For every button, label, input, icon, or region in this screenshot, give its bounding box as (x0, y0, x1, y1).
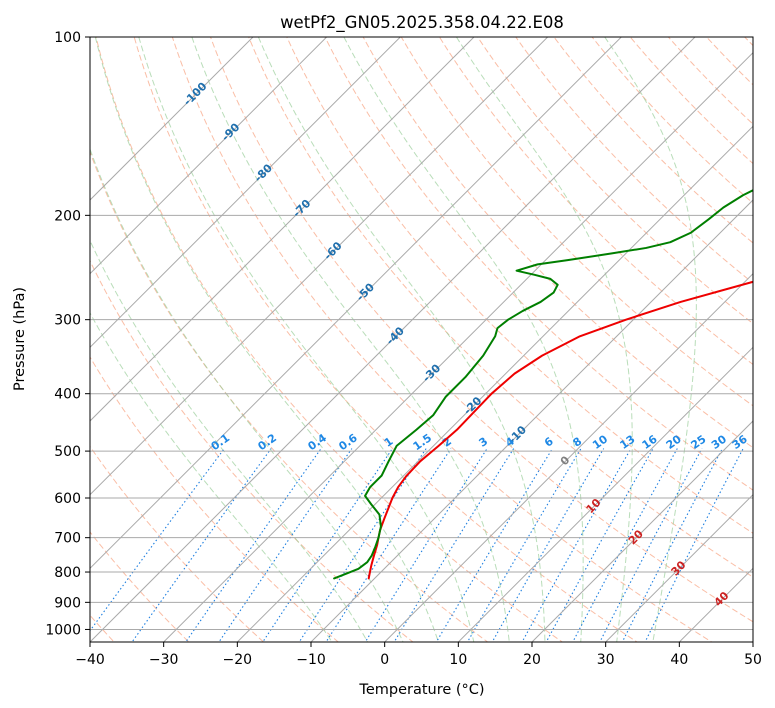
mixing-ratio-line (572, 448, 678, 642)
isotherm-line (90, 37, 475, 422)
y-tick-label: 600 (54, 491, 81, 507)
isotherm-line (383, 272, 753, 642)
dry-adiabat-line (515, 37, 753, 284)
dry-adiabat-line (90, 356, 339, 642)
profile-series (333, 189, 753, 580)
mixing-ratio-line (644, 448, 744, 642)
y-tick-label: 300 (54, 313, 81, 329)
x-tick-label: 20 (523, 652, 541, 668)
y-tick-label: 1000 (45, 622, 81, 638)
isobars (90, 37, 753, 630)
x-tick-label: −20 (223, 652, 253, 668)
isotherm-line (90, 37, 549, 496)
y-axis-ticks: 100 200 300 400 500 600 700 800 900 1000 (45, 30, 90, 638)
isotherm-line (90, 37, 254, 201)
dry-adiabats (90, 37, 753, 642)
x-tick-label: 50 (744, 652, 762, 668)
moist-adiabat-line (257, 37, 546, 642)
dry-adiabat-line (90, 445, 265, 642)
isotherm-line (310, 199, 753, 642)
isotherm-line (604, 493, 753, 642)
dry-adiabat-line (95, 37, 564, 642)
isotherms (90, 37, 753, 642)
moist-adiabat-line (94, 37, 439, 642)
isotherm-line (531, 420, 753, 642)
moist-adiabat-line (604, 37, 697, 642)
dry-adiabat-line (248, 37, 753, 578)
plot-frame (89, 36, 754, 643)
dry-adiabat-line (90, 150, 489, 642)
mixing-ratio-line (621, 448, 723, 642)
plot-content: -100-90-80-70-60-50-40-30-20-10010203040… (90, 37, 753, 642)
plot-area (90, 37, 753, 642)
y-tick-label: 500 (54, 444, 81, 460)
dry-adiabat-line (476, 37, 753, 325)
isotherm-line (90, 37, 623, 570)
dry-adiabat-line (171, 37, 713, 642)
x-tick-label: 10 (449, 652, 467, 668)
x-tick-label: 0 (380, 652, 389, 668)
dry-adiabat-line (90, 259, 414, 642)
x-tick-label: −40 (75, 652, 105, 668)
isotherm-line (457, 346, 753, 642)
series-line (367, 280, 753, 580)
x-tick-label: −10 (296, 652, 326, 668)
x-axis-ticks: −40 −30 −20 −10 0 10 20 30 40 50 (75, 642, 762, 668)
dry-adiabat-line (400, 37, 753, 407)
series-line (333, 189, 753, 580)
mixing-ratio-line (218, 448, 353, 642)
x-tick-label: 40 (670, 652, 688, 668)
y-tick-label: 900 (54, 595, 81, 611)
isotherm-line (90, 37, 402, 349)
mixing-ratio-line (599, 448, 703, 642)
x-tick-label: −30 (149, 652, 179, 668)
y-tick-label: 800 (54, 565, 81, 581)
dry-adiabat-line (324, 37, 753, 491)
y-tick-label: 400 (54, 387, 81, 403)
isotherm-line (236, 125, 753, 642)
y-tick-label: 200 (54, 208, 81, 224)
y-axis-title: Pressure (hPa) (12, 287, 28, 391)
y-tick-label: 700 (54, 531, 81, 547)
isotherm-line (90, 37, 696, 642)
chart-title: wetPf2_GN05.2025.358.04.22.E08 (280, 13, 564, 33)
dry-adiabat-line (133, 37, 638, 642)
y-tick-label: 100 (54, 30, 81, 46)
dry-adiabat-line (209, 37, 753, 623)
x-axis-title: Temperature (°C) (358, 682, 484, 698)
isotherm-line (90, 37, 328, 275)
isotherm-line (162, 51, 753, 642)
x-tick-label: 30 (597, 652, 615, 668)
